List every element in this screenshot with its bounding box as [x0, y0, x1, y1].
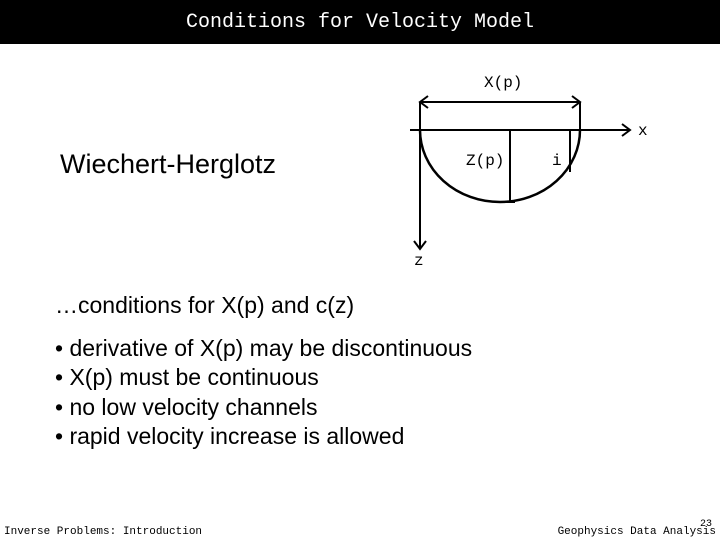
- conditions-subheading: …conditions for X(p) and c(z): [55, 292, 354, 319]
- title-bar: Conditions for Velocity Model: [0, 0, 720, 44]
- label-xp: X(p): [484, 74, 522, 92]
- method-heading: Wiechert-Herglotz: [60, 149, 276, 180]
- bullet-item: • X(p) must be continuous: [55, 363, 472, 392]
- bullet-list: • derivative of X(p) may be discontinuou…: [55, 334, 472, 452]
- footer-right: Geophysics Data Analysis: [558, 526, 716, 538]
- label-z-axis: z: [414, 252, 424, 270]
- label-x-axis: x: [638, 122, 648, 140]
- footer-left: Inverse Problems: Introduction: [4, 526, 202, 538]
- label-zp: Z(p): [466, 152, 504, 170]
- page-number: 23: [700, 519, 712, 530]
- bullet-item: • rapid velocity increase is allowed: [55, 422, 472, 451]
- content-area: Wiechert-Herglotz X(p): [0, 44, 720, 522]
- bullet-item: • no low velocity channels: [55, 393, 472, 422]
- diagram-svg: [380, 74, 660, 274]
- footer: Inverse Problems: Introduction Geophysic…: [0, 522, 720, 540]
- slide-title: Conditions for Velocity Model: [186, 11, 534, 34]
- label-i: i: [552, 152, 562, 170]
- ray-diagram: X(p) Z(p) i x z: [380, 74, 660, 254]
- bullet-item: • derivative of X(p) may be discontinuou…: [55, 334, 472, 363]
